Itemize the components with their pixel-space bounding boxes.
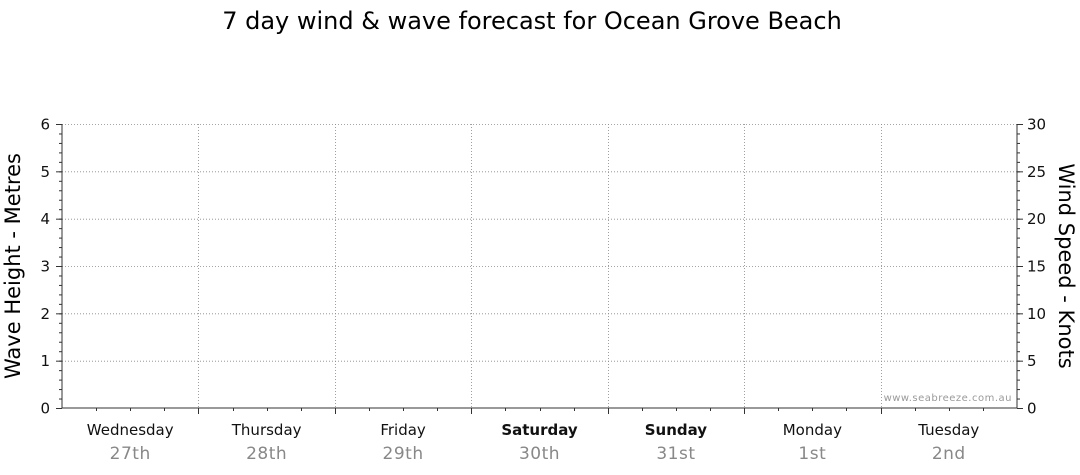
right-axis: 0 5 10 15 20 25 30 <box>1016 116 1046 418</box>
y-tick-label: 6 <box>40 116 50 134</box>
day-name-label: Sunday <box>645 421 708 439</box>
day-name-label: Tuesday <box>917 421 979 439</box>
y-tick-label: 1 <box>40 352 50 370</box>
day-name-label: Saturday <box>501 421 578 439</box>
y2-tick-label: 25 <box>1027 163 1046 181</box>
y-tick-label: 2 <box>40 305 50 323</box>
grid-lines <box>62 124 1017 408</box>
day-date-label: 30th <box>519 444 560 464</box>
y2-tick-label: 5 <box>1027 352 1037 370</box>
day-date-label: 27th <box>110 444 151 464</box>
y-tick-label: 0 <box>40 400 50 418</box>
y2-tick-label: 30 <box>1027 116 1046 134</box>
day-name-label: Thursday <box>231 421 302 439</box>
left-axis: 0 1 2 3 4 5 6 <box>40 116 63 418</box>
y2-tick-label: 10 <box>1027 305 1046 323</box>
y-axis-title: Wave Height - Metres <box>1 153 25 379</box>
y-tick-label: 5 <box>40 163 50 181</box>
day-labels: Wednesday 27th Thursday 28th Friday 29th Satur… <box>87 421 980 464</box>
y2-tick-label: 20 <box>1027 210 1046 228</box>
y-tick-label: 4 <box>40 210 50 228</box>
day-date-label: 1st <box>798 444 826 464</box>
day-name-label: Monday <box>783 421 842 439</box>
y2-axis-title: Wind Speed - Knots <box>1054 163 1078 368</box>
chart-title: 7 day wind & wave forecast for Ocean Gro… <box>222 7 842 35</box>
day-date-label: 28th <box>246 444 287 464</box>
y-tick-label: 3 <box>40 258 50 276</box>
day-date-label: 2nd <box>932 444 966 464</box>
bottom-axis <box>62 407 1017 414</box>
y2-tick-label: 0 <box>1027 400 1037 418</box>
watermark: www.seabreeze.com.au <box>884 393 1012 404</box>
y2-tick-label: 15 <box>1027 258 1046 276</box>
day-name-label: Wednesday <box>87 421 174 439</box>
day-name-label: Friday <box>380 421 426 439</box>
day-date-label: 31st <box>656 444 695 464</box>
day-date-label: 29th <box>383 444 424 464</box>
